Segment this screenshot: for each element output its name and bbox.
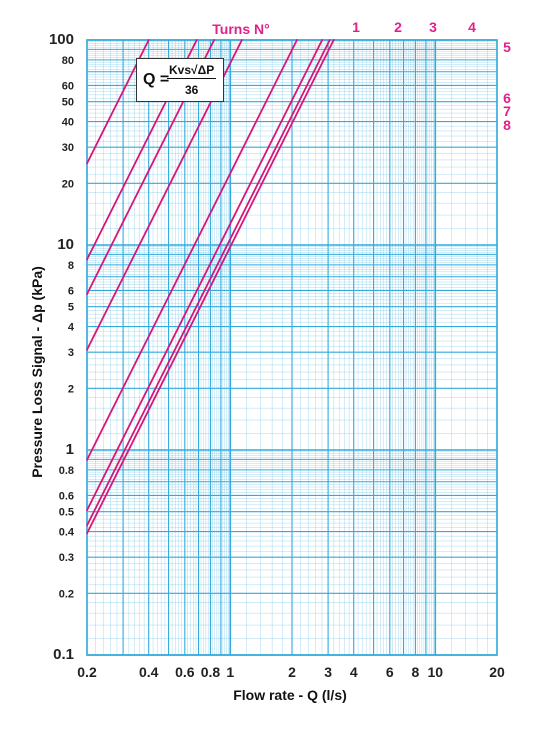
y-tick-label: 0.1 bbox=[53, 646, 74, 663]
x-tick-label: 6 bbox=[386, 664, 394, 680]
plot-frame bbox=[86, 39, 498, 656]
curves bbox=[86, 39, 335, 535]
y-tick-label: 4 bbox=[68, 322, 75, 334]
turn-label-8: 8 bbox=[503, 117, 511, 133]
y-tick-label: 8 bbox=[68, 260, 74, 272]
y-tick-label: 20 bbox=[62, 178, 74, 190]
turn-label-1: 1 bbox=[352, 19, 360, 35]
x-tick-label: 2 bbox=[288, 664, 296, 680]
x-axis-title: Flow rate - Q (l/s) bbox=[233, 687, 347, 703]
formula-box: Q = Kvs√ΔP 36 bbox=[136, 58, 224, 102]
y-tick-label: 80 bbox=[62, 55, 74, 67]
turn-label-6: 6 bbox=[503, 90, 511, 106]
x-tick-label: 0.8 bbox=[201, 664, 221, 680]
y-tick-label: 3 bbox=[68, 347, 74, 359]
y-tick-label: 0.3 bbox=[59, 552, 74, 564]
x-tick-label: 0.4 bbox=[139, 664, 159, 680]
turn-label-3: 3 bbox=[429, 19, 437, 35]
x-tick-label: 4 bbox=[350, 664, 358, 680]
x-tick-label: 1 bbox=[226, 664, 234, 680]
x-tick-label: 10 bbox=[427, 664, 443, 680]
x-tick-label: 0.6 bbox=[175, 664, 195, 680]
y-tick-label: 0.5 bbox=[59, 507, 74, 519]
y-tick-label: 5 bbox=[68, 302, 74, 314]
y-tick-label: 0.4 bbox=[59, 527, 75, 539]
curve-turn-5 bbox=[86, 39, 298, 461]
turn-label-4: 4 bbox=[468, 19, 476, 35]
curve-turn-6 bbox=[86, 39, 324, 512]
y-tick-label: 1 bbox=[66, 441, 74, 458]
formula-denominator: 36 bbox=[185, 83, 199, 97]
y-tick-label: 60 bbox=[62, 80, 74, 92]
turn-label-2: 2 bbox=[394, 19, 402, 35]
chart-title: Turns N° bbox=[212, 21, 269, 37]
formula-lhs: Q = bbox=[143, 71, 170, 88]
y-tick-label: 0.6 bbox=[59, 490, 74, 502]
x-tick-label: 20 bbox=[489, 664, 505, 680]
curve-turn-8 bbox=[86, 39, 335, 535]
curve-turn-7 bbox=[86, 39, 331, 527]
major-gridlines bbox=[86, 39, 498, 656]
y-tick-label: 6 bbox=[68, 285, 74, 297]
y-tick-label: 10 bbox=[57, 236, 74, 253]
turn-labels: 1 2 3 4 5 678 bbox=[352, 19, 511, 133]
y-tick-label: 50 bbox=[62, 97, 74, 109]
x-tick-labels: 0.2 0.4 0.6 0.8 1 2 3 4 6 8 10 20 bbox=[77, 664, 505, 680]
y-axis-title: Pressure Loss Signal - Δp (kPa) bbox=[29, 266, 45, 478]
x-tick-label: 8 bbox=[412, 664, 420, 680]
y-tick-label: 100 bbox=[49, 31, 74, 48]
y-tick-labels: 0.1 0.2 0.3 0.4 0.5 0.6 0.8 1 2 3 4 5 6 8 10 20 30 40 50 60… bbox=[49, 31, 75, 663]
y-tick-label: 0.2 bbox=[59, 588, 74, 600]
y-tick-label: 30 bbox=[62, 142, 74, 154]
turn-label-7: 7 bbox=[503, 103, 511, 119]
turn-label-5: 5 bbox=[503, 39, 511, 55]
y-tick-label: 0.8 bbox=[59, 465, 74, 477]
x-tick-label: 3 bbox=[324, 664, 332, 680]
y-tick-label: 2 bbox=[68, 383, 74, 395]
x-tick-label: 0.2 bbox=[77, 664, 97, 680]
y-tick-label: 40 bbox=[62, 117, 74, 129]
formula-numerator: Kvs√ΔP bbox=[167, 63, 217, 79]
